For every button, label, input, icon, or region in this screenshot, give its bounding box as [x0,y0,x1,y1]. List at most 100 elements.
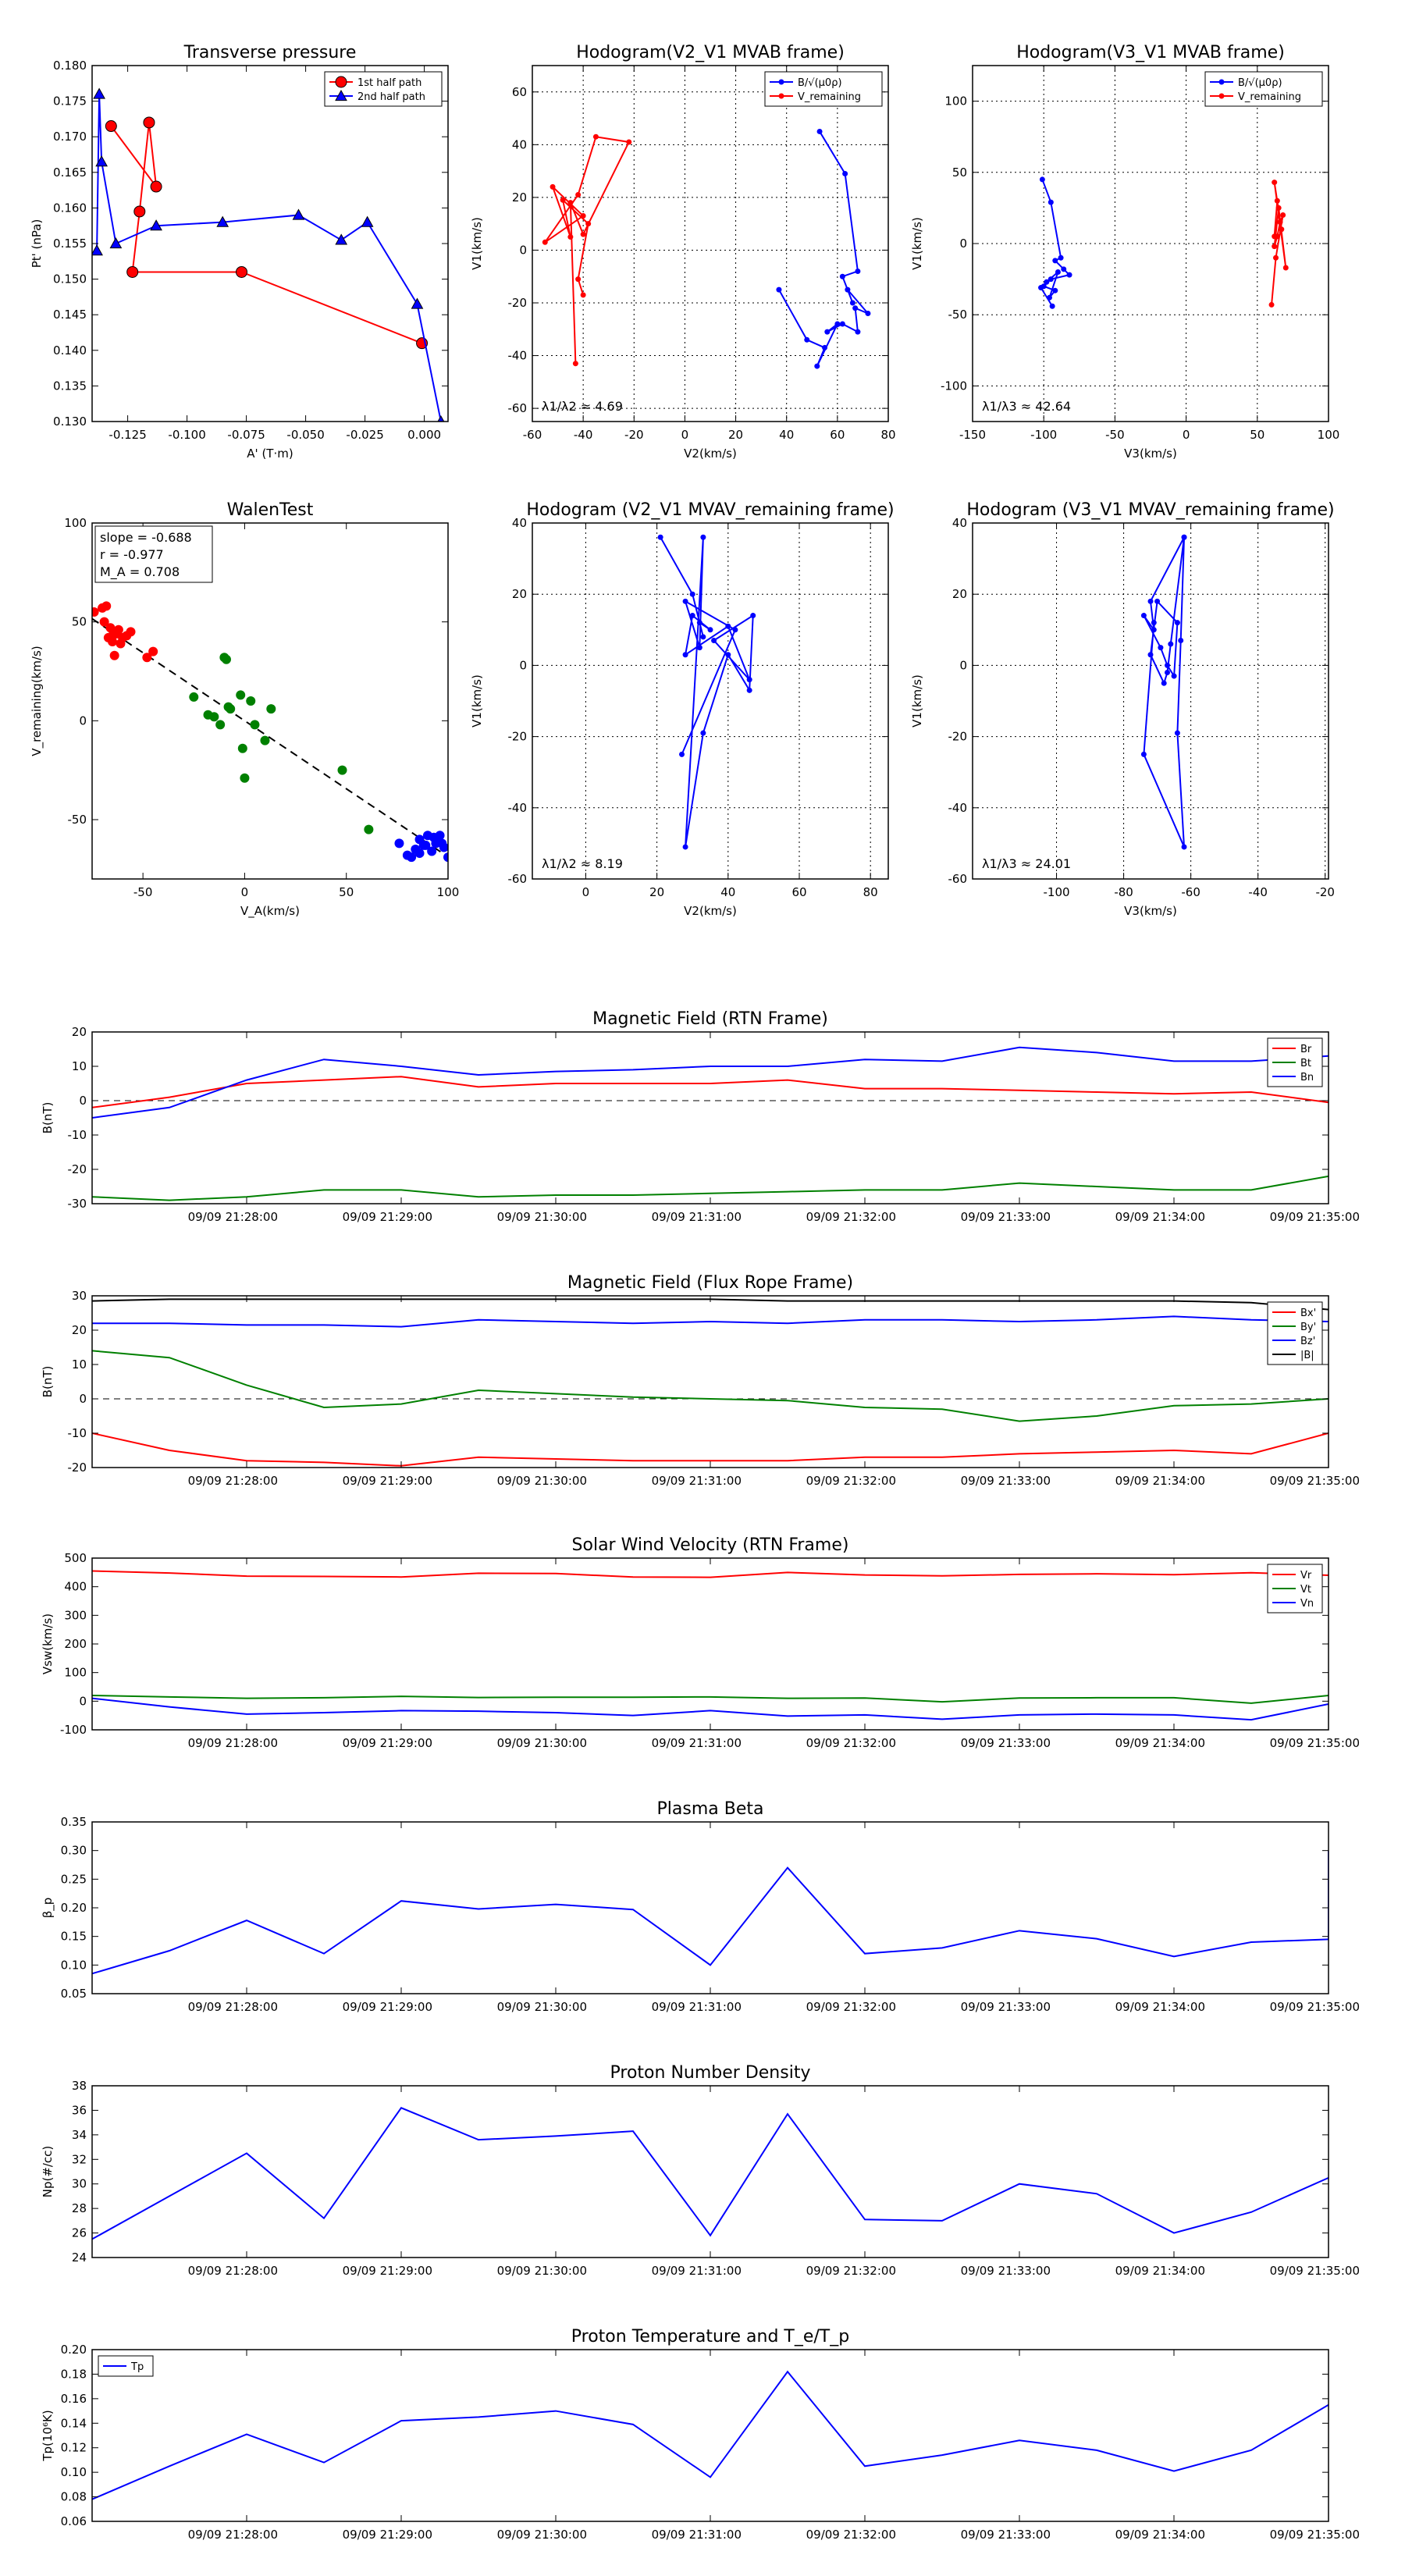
plot-frame [532,65,889,422]
data-point [626,139,632,145]
y-tick-label: 0.175 [53,94,87,109]
x-tick-label: 09/09 21:34:00 [1115,2000,1205,2014]
data-point [219,653,229,663]
data-point [414,849,425,859]
data-point [266,704,276,714]
data-point [143,116,155,129]
data-point [1058,254,1064,261]
plot-area [92,1850,1329,1975]
x-tick-label: 0 [241,885,249,899]
x-axis-label: V3(km/s) [1124,447,1177,461]
legend-label: Vt [1300,1584,1311,1596]
y-axis-label: β_p [41,1898,55,1919]
data-point [1048,199,1054,205]
y-tick-label: -50 [948,308,968,322]
data-point [443,852,448,863]
chart-title: Hodogram(V3_V1 MVAB frame) [1016,43,1285,62]
plot-area [542,128,871,369]
data-point [711,637,717,643]
y-tick-label: -60 [948,872,968,886]
plot-area [92,1046,1329,1201]
series-line-Np [92,2107,1329,2240]
x-tick-label: 09/09 21:35:00 [1270,2264,1360,2278]
data-point [364,824,374,834]
y-tick-label: 28 [72,2201,87,2215]
x-tick-label: 09/09 21:32:00 [806,2528,896,2542]
data-point [575,276,582,283]
y-tick-label: 0.16 [61,2392,87,2406]
eigenvalue-ratio: λ1/λ2 ≈ 4.69 [542,399,623,414]
legend-box [1204,71,1323,107]
x-tick-label: -0.075 [227,428,265,442]
y-tick-label: 0.170 [53,130,87,144]
legend: B/√(μ0ρ) V_remaining [764,71,883,107]
data-point [421,840,431,850]
data-point [725,623,731,629]
legend: Tp [98,2355,154,2377]
data-point [725,652,731,658]
data-point [855,329,861,335]
data-point [567,200,574,206]
legend-label: V_remaining [1238,91,1301,103]
x-tick-label: 100 [437,885,460,899]
y-tick-label: 200 [64,1637,87,1651]
y-axis-label: V_remaining(km/s) [30,646,44,756]
legend-box [764,71,883,107]
data-point [1038,285,1044,291]
plot-frame [91,2349,1329,2522]
legend-label: By' [1300,1322,1316,1333]
stats-box [94,525,213,583]
data-point [855,268,861,274]
plot-area [657,534,756,850]
y-tick-label: 34 [72,2128,87,2142]
legend-label: Bz' [1300,1336,1315,1347]
data-point [679,751,685,757]
x-tick-label: -60 [1181,885,1200,899]
data-point [411,297,424,309]
y-tick-label: 0.155 [53,237,87,251]
data-point [816,128,823,134]
x-tick-label: 09/09 21:32:00 [806,2000,896,2014]
x-axis-label: V_A(km/s) [240,904,300,919]
data-point [1181,534,1187,540]
data-point [1181,844,1187,850]
x-tick-label: 09/09 21:35:00 [1270,2528,1360,2542]
data-point [236,690,246,700]
x-tick-label: 09/09 21:28:00 [188,2528,278,2542]
x-tick-label: 09/09 21:34:00 [1115,1736,1205,1750]
data-point [567,234,574,240]
x-tick-label: -50 [1105,428,1125,442]
y-tick-label: 100 [944,94,967,109]
x-tick-label: -0.125 [108,428,146,442]
data-point [696,645,702,651]
y-tick-label: 0.10 [61,2465,87,2479]
data-point [852,305,859,311]
y-axis-label: Np(#/cc) [41,2146,55,2198]
data-point [109,237,123,249]
data-point [689,613,695,619]
data-point [1161,680,1167,686]
y-tick-label: -100 [941,379,967,393]
chart-title: Proton Temperature and T_e/T_p [571,2327,849,2347]
x-tick-label: 09/09 21:31:00 [652,1736,742,1750]
y-tick-label: 500 [64,1551,87,1565]
x-tick-label: 09/09 21:33:00 [961,2528,1051,2542]
plot-area [92,1298,1329,1467]
y-tick-label: 0 [959,658,967,672]
chart-title: WalenTest [227,500,314,520]
data-point [189,692,199,702]
x-tick-label: 60 [791,885,806,899]
x-tick-label: 0 [582,885,590,899]
data-point [1165,670,1171,676]
data-point [437,838,447,849]
x-tick-label: 09/09 21:32:00 [806,1474,896,1488]
data-point [1140,613,1147,619]
x-tick-label: -100 [1044,885,1070,899]
data-point [707,627,713,633]
y-axis-label: Pt' (nPa) [30,219,44,269]
data-point [1044,279,1050,285]
y-tick-label: -60 [508,872,528,886]
legend: 1st half path 2nd half path [324,71,443,107]
data-point [1279,226,1285,233]
